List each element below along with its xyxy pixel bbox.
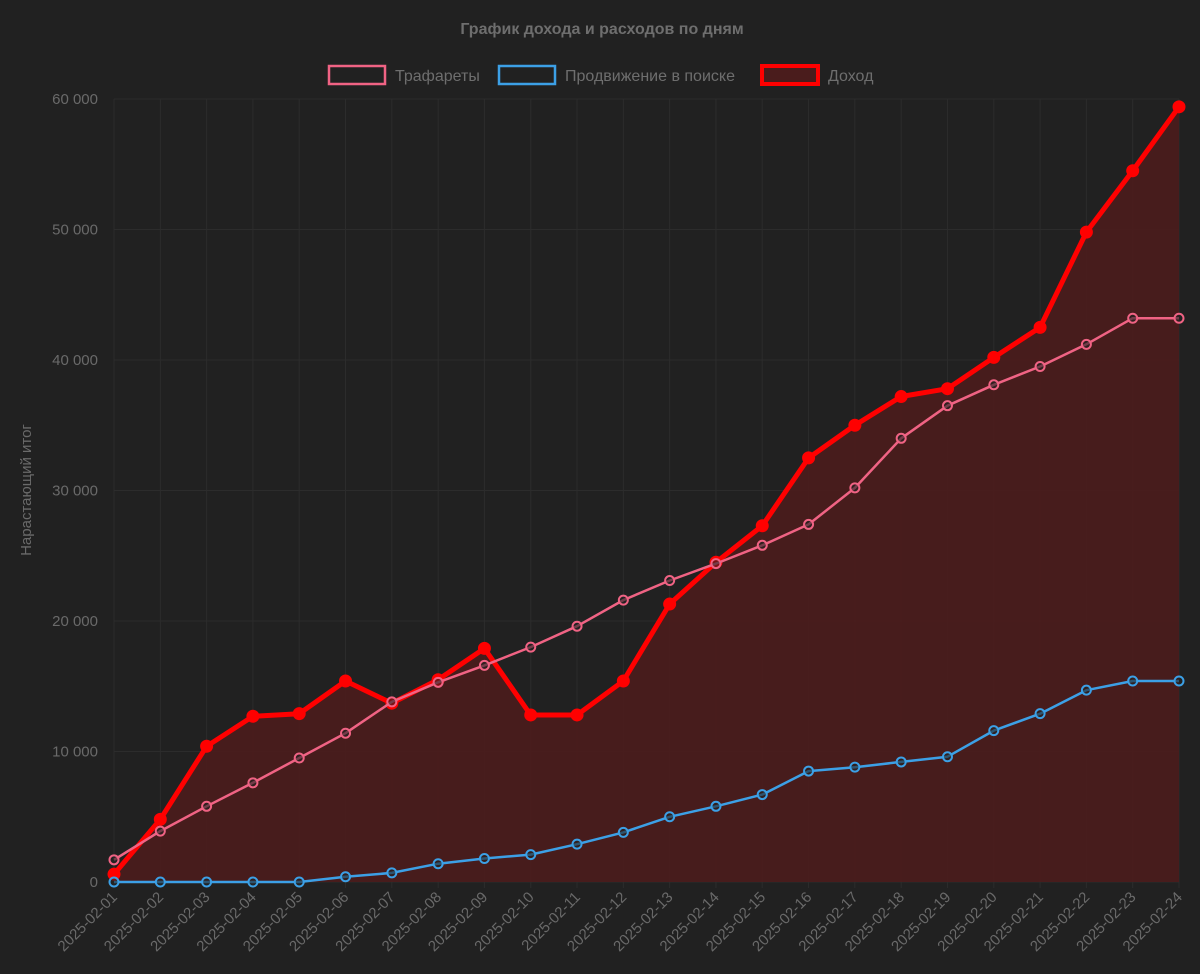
data-point[interactable] [432, 676, 444, 688]
area-fill [114, 106, 1179, 883]
y-tick-label: 10 000 [52, 744, 98, 761]
y-tick-label: 50 000 [52, 222, 98, 239]
x-axis-ticks: 2025-02-012025-02-022025-02-032025-02-04… [55, 889, 1186, 955]
data-point[interactable] [617, 594, 629, 606]
data-point[interactable] [200, 739, 214, 753]
chart-title: График дохода и расходов по дням [460, 21, 743, 38]
data-point[interactable] [755, 519, 769, 533]
data-point[interactable] [293, 876, 305, 888]
data-point[interactable] [571, 620, 583, 632]
data-point[interactable] [1080, 338, 1092, 350]
data-point[interactable] [1172, 100, 1186, 114]
data-point[interactable] [478, 659, 490, 671]
data-point[interactable] [1034, 708, 1046, 720]
data-point[interactable] [894, 390, 908, 404]
y-tick-label: 0 [90, 874, 98, 891]
series-line [114, 679, 1179, 884]
data-point[interactable] [432, 858, 444, 870]
legend: Трафареты Продвижение в поиске Доход [327, 64, 874, 86]
legend-label: Трафареты [395, 68, 480, 85]
data-point[interactable] [616, 674, 630, 688]
data-point[interactable] [478, 853, 490, 865]
data-point[interactable] [1173, 312, 1185, 324]
data-point[interactable] [1033, 320, 1047, 334]
series-1 [108, 675, 1185, 888]
data-point[interactable] [710, 558, 722, 570]
data-point[interactable] [802, 451, 816, 465]
data-point[interactable] [154, 876, 166, 888]
data-point[interactable] [386, 696, 398, 708]
data-point[interactable] [1173, 675, 1185, 687]
data-point[interactable] [664, 811, 676, 823]
data-point[interactable] [201, 800, 213, 812]
data-point[interactable] [849, 482, 861, 494]
data-point[interactable] [895, 756, 907, 768]
data-point[interactable] [292, 707, 306, 721]
legend-swatch [497, 64, 557, 86]
data-point[interactable] [803, 518, 815, 530]
data-point[interactable] [941, 400, 953, 412]
data-point[interactable] [154, 825, 166, 837]
y-tick-label: 60 000 [52, 91, 98, 108]
legend-label: Доход [828, 68, 874, 85]
data-point[interactable] [1127, 312, 1139, 324]
legend-item[interactable]: Доход [760, 64, 874, 86]
data-point[interactable] [710, 800, 722, 812]
data-point[interactable] [1126, 164, 1140, 178]
legend-swatch [327, 64, 387, 86]
data-point[interactable] [848, 418, 862, 432]
data-point[interactable] [987, 350, 1001, 364]
data-point[interactable] [756, 789, 768, 801]
data-point[interactable] [663, 597, 677, 611]
y-axis-title: Нарастающий итог [18, 424, 35, 556]
data-point[interactable] [340, 727, 352, 739]
legend-swatch [760, 64, 820, 86]
y-axis-ticks: 0 10 000 20 000 30 000 40 000 50 000 60 000 [52, 91, 98, 891]
legend-label: Продвижение в поиске [565, 68, 735, 85]
data-point[interactable] [803, 765, 815, 777]
data-point[interactable] [247, 777, 259, 789]
y-tick-label: 40 000 [52, 352, 98, 369]
data-point[interactable] [108, 854, 120, 866]
data-point[interactable] [940, 382, 954, 396]
data-point[interactable] [571, 838, 583, 850]
series-line [112, 105, 1182, 876]
series-layer [107, 100, 1186, 888]
data-point[interactable] [1127, 675, 1139, 687]
data-point[interactable] [153, 812, 167, 826]
data-point[interactable] [247, 876, 259, 888]
data-point[interactable] [1080, 684, 1092, 696]
data-point[interactable] [525, 641, 537, 653]
data-point[interactable] [570, 708, 584, 722]
data-point[interactable] [617, 826, 629, 838]
data-point[interactable] [941, 751, 953, 763]
y-tick-label: 30 000 [52, 483, 98, 500]
data-point[interactable] [246, 709, 260, 723]
data-point[interactable] [849, 761, 861, 773]
data-point[interactable] [386, 867, 398, 879]
data-point[interactable] [108, 876, 120, 888]
legend-item[interactable]: Трафареты [327, 64, 480, 86]
data-point[interactable] [525, 849, 537, 861]
legend-item[interactable]: Продвижение в поиске [497, 64, 735, 86]
data-point[interactable] [756, 539, 768, 551]
data-point[interactable] [293, 752, 305, 764]
data-point[interactable] [1079, 225, 1093, 239]
data-point[interactable] [895, 432, 907, 444]
data-point[interactable] [988, 725, 1000, 737]
data-point[interactable] [1034, 361, 1046, 373]
data-point[interactable] [524, 708, 538, 722]
data-point[interactable] [339, 674, 353, 688]
series-0 [108, 312, 1185, 866]
data-point[interactable] [664, 575, 676, 587]
data-point[interactable] [988, 379, 1000, 391]
series-line [113, 316, 1179, 861]
data-point[interactable] [201, 876, 213, 888]
series-2 [107, 100, 1186, 883]
data-point[interactable] [477, 641, 491, 655]
data-point[interactable] [340, 871, 352, 883]
y-tick-label: 20 000 [52, 613, 98, 630]
